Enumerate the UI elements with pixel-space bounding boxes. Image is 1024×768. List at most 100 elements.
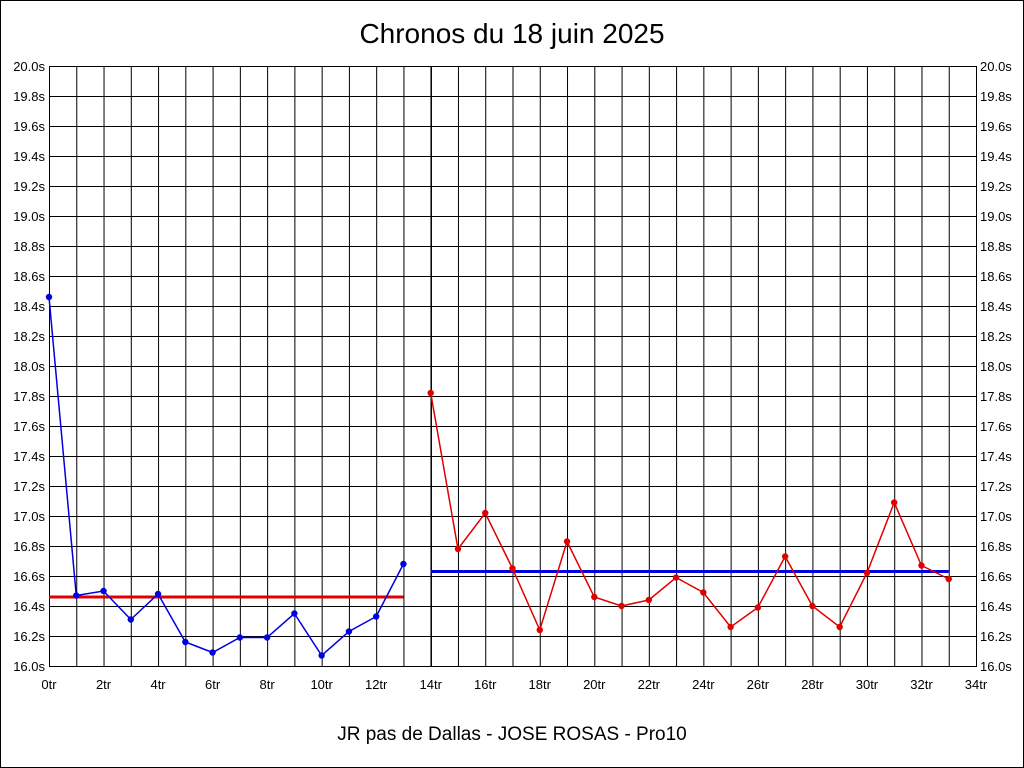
y-tick-label-left: 17.0s	[13, 509, 45, 524]
y-tick-label-left: 16.8s	[13, 539, 45, 554]
data-point-1	[263, 634, 271, 641]
x-tick-label: 30tr	[856, 677, 879, 692]
y-tick-label-left: 16.2s	[13, 629, 45, 644]
y-tick-label-left: 20.0s	[13, 59, 45, 74]
data-point-2	[863, 569, 871, 577]
data-point-1	[100, 587, 107, 595]
data-point-2	[918, 562, 925, 569]
data-point-2	[536, 626, 543, 634]
x-tick-label: 0tr	[41, 677, 57, 692]
y-tick-label-left: 19.4s	[13, 149, 45, 164]
y-tick-label-right: 19.8s	[980, 89, 1012, 104]
data-point-2	[836, 623, 843, 631]
y-tick-label-left: 18.0s	[13, 359, 45, 374]
data-point-2	[809, 602, 816, 610]
x-tick-label: 34tr	[965, 677, 988, 692]
data-point-2	[700, 589, 707, 596]
data-point-1	[345, 628, 353, 635]
y-tick-label-right: 16.8s	[980, 539, 1012, 554]
y-tick-label-right: 17.6s	[980, 419, 1012, 434]
y-tick-label-left: 18.8s	[13, 239, 45, 254]
data-point-1	[209, 649, 216, 656]
data-point-1	[127, 616, 134, 623]
y-tick-label-right: 18.2s	[980, 329, 1012, 344]
data-point-1	[45, 293, 53, 301]
chart-title: Chronos du 18 juin 2025	[359, 18, 665, 49]
data-point-2	[618, 602, 625, 610]
y-tick-label-right: 17.8s	[980, 389, 1012, 404]
y-tick-label-right: 18.8s	[980, 239, 1012, 254]
y-tick-label-left: 16.6s	[13, 569, 45, 584]
y-tick-label-right: 17.4s	[980, 449, 1012, 464]
x-tick-label: 6tr	[205, 677, 221, 692]
x-tick-label: 12tr	[365, 677, 388, 692]
y-tick-label-right: 17.0s	[980, 509, 1012, 524]
chart-subtitle: JR pas de Dallas - JOSE ROSAS - Pro10	[337, 724, 687, 745]
y-tick-label-right: 16.6s	[980, 569, 1012, 584]
y-tick-label-right: 19.0s	[980, 209, 1012, 224]
data-point-2	[563, 538, 571, 545]
y-tick-label-left: 17.4s	[13, 449, 45, 464]
y-tick-label-right: 16.4s	[980, 599, 1012, 614]
y-tick-label-left: 17.2s	[13, 479, 45, 494]
x-tick-label: 10tr	[310, 677, 333, 692]
y-tick-label-left: 16.0s	[13, 659, 45, 674]
data-point-1	[372, 613, 380, 620]
y-tick-label-left: 17.6s	[13, 419, 45, 434]
y-tick-label-left: 16.4s	[13, 599, 45, 614]
x-tick-label: 22tr	[638, 677, 661, 692]
y-tick-label-left: 18.2s	[13, 329, 45, 344]
data-point-2	[754, 604, 762, 611]
data-point-1	[318, 652, 325, 659]
y-tick-label-left: 19.8s	[13, 89, 45, 104]
data-point-2	[891, 499, 898, 506]
x-tick-label: 24tr	[692, 677, 715, 692]
y-tick-label-left: 18.4s	[13, 299, 45, 314]
data-point-1	[182, 638, 189, 646]
data-point-1	[400, 560, 407, 568]
x-tick-label: 16tr	[474, 677, 497, 692]
y-tick-label-left: 19.2s	[13, 179, 45, 194]
data-point-2	[454, 545, 462, 553]
data-point-2	[509, 565, 516, 572]
y-tick-label-right: 19.6s	[980, 119, 1012, 134]
x-tick-label: 26tr	[747, 677, 770, 692]
y-tick-label-left: 18.6s	[13, 269, 45, 284]
data-point-2	[781, 553, 789, 560]
data-point-2	[645, 596, 653, 604]
y-tick-label-right: 18.0s	[980, 359, 1012, 374]
y-tick-label-right: 19.2s	[980, 179, 1012, 194]
data-point-2	[727, 623, 734, 631]
y-tick-label-right: 20.0s	[980, 59, 1012, 74]
y-tick-label-left: 17.8s	[13, 389, 45, 404]
y-tick-label-right: 16.2s	[980, 629, 1012, 644]
data-point-2	[591, 593, 598, 601]
x-tick-label: 4tr	[150, 677, 166, 692]
x-tick-label: 14tr	[420, 677, 443, 692]
y-tick-label-right: 18.4s	[980, 299, 1012, 314]
data-point-1	[291, 610, 298, 617]
data-point-1	[236, 634, 244, 641]
series-line-1	[48, 296, 405, 657]
data-point-2	[482, 509, 489, 517]
series-line-2	[429, 392, 950, 633]
x-tick-label: 18tr	[529, 677, 552, 692]
y-tick-label-left: 19.6s	[13, 119, 45, 134]
x-tick-label: 20tr	[583, 677, 606, 692]
data-point-1	[154, 590, 162, 598]
y-tick-label-right: 16.0s	[980, 659, 1012, 674]
x-tick-label: 2tr	[96, 677, 112, 692]
y-tick-label-left: 19.0s	[13, 209, 45, 224]
y-tick-label-right: 19.4s	[980, 149, 1012, 164]
y-tick-label-right: 18.6s	[980, 269, 1012, 284]
x-tick-label: 32tr	[910, 677, 933, 692]
y-tick-label-right: 17.2s	[980, 479, 1012, 494]
data-point-1	[73, 592, 80, 599]
x-tick-label: 28tr	[801, 677, 824, 692]
data-point-2	[672, 574, 680, 581]
data-point-2	[945, 575, 952, 583]
plot-border	[49, 66, 977, 667]
data-point-2	[427, 389, 434, 397]
